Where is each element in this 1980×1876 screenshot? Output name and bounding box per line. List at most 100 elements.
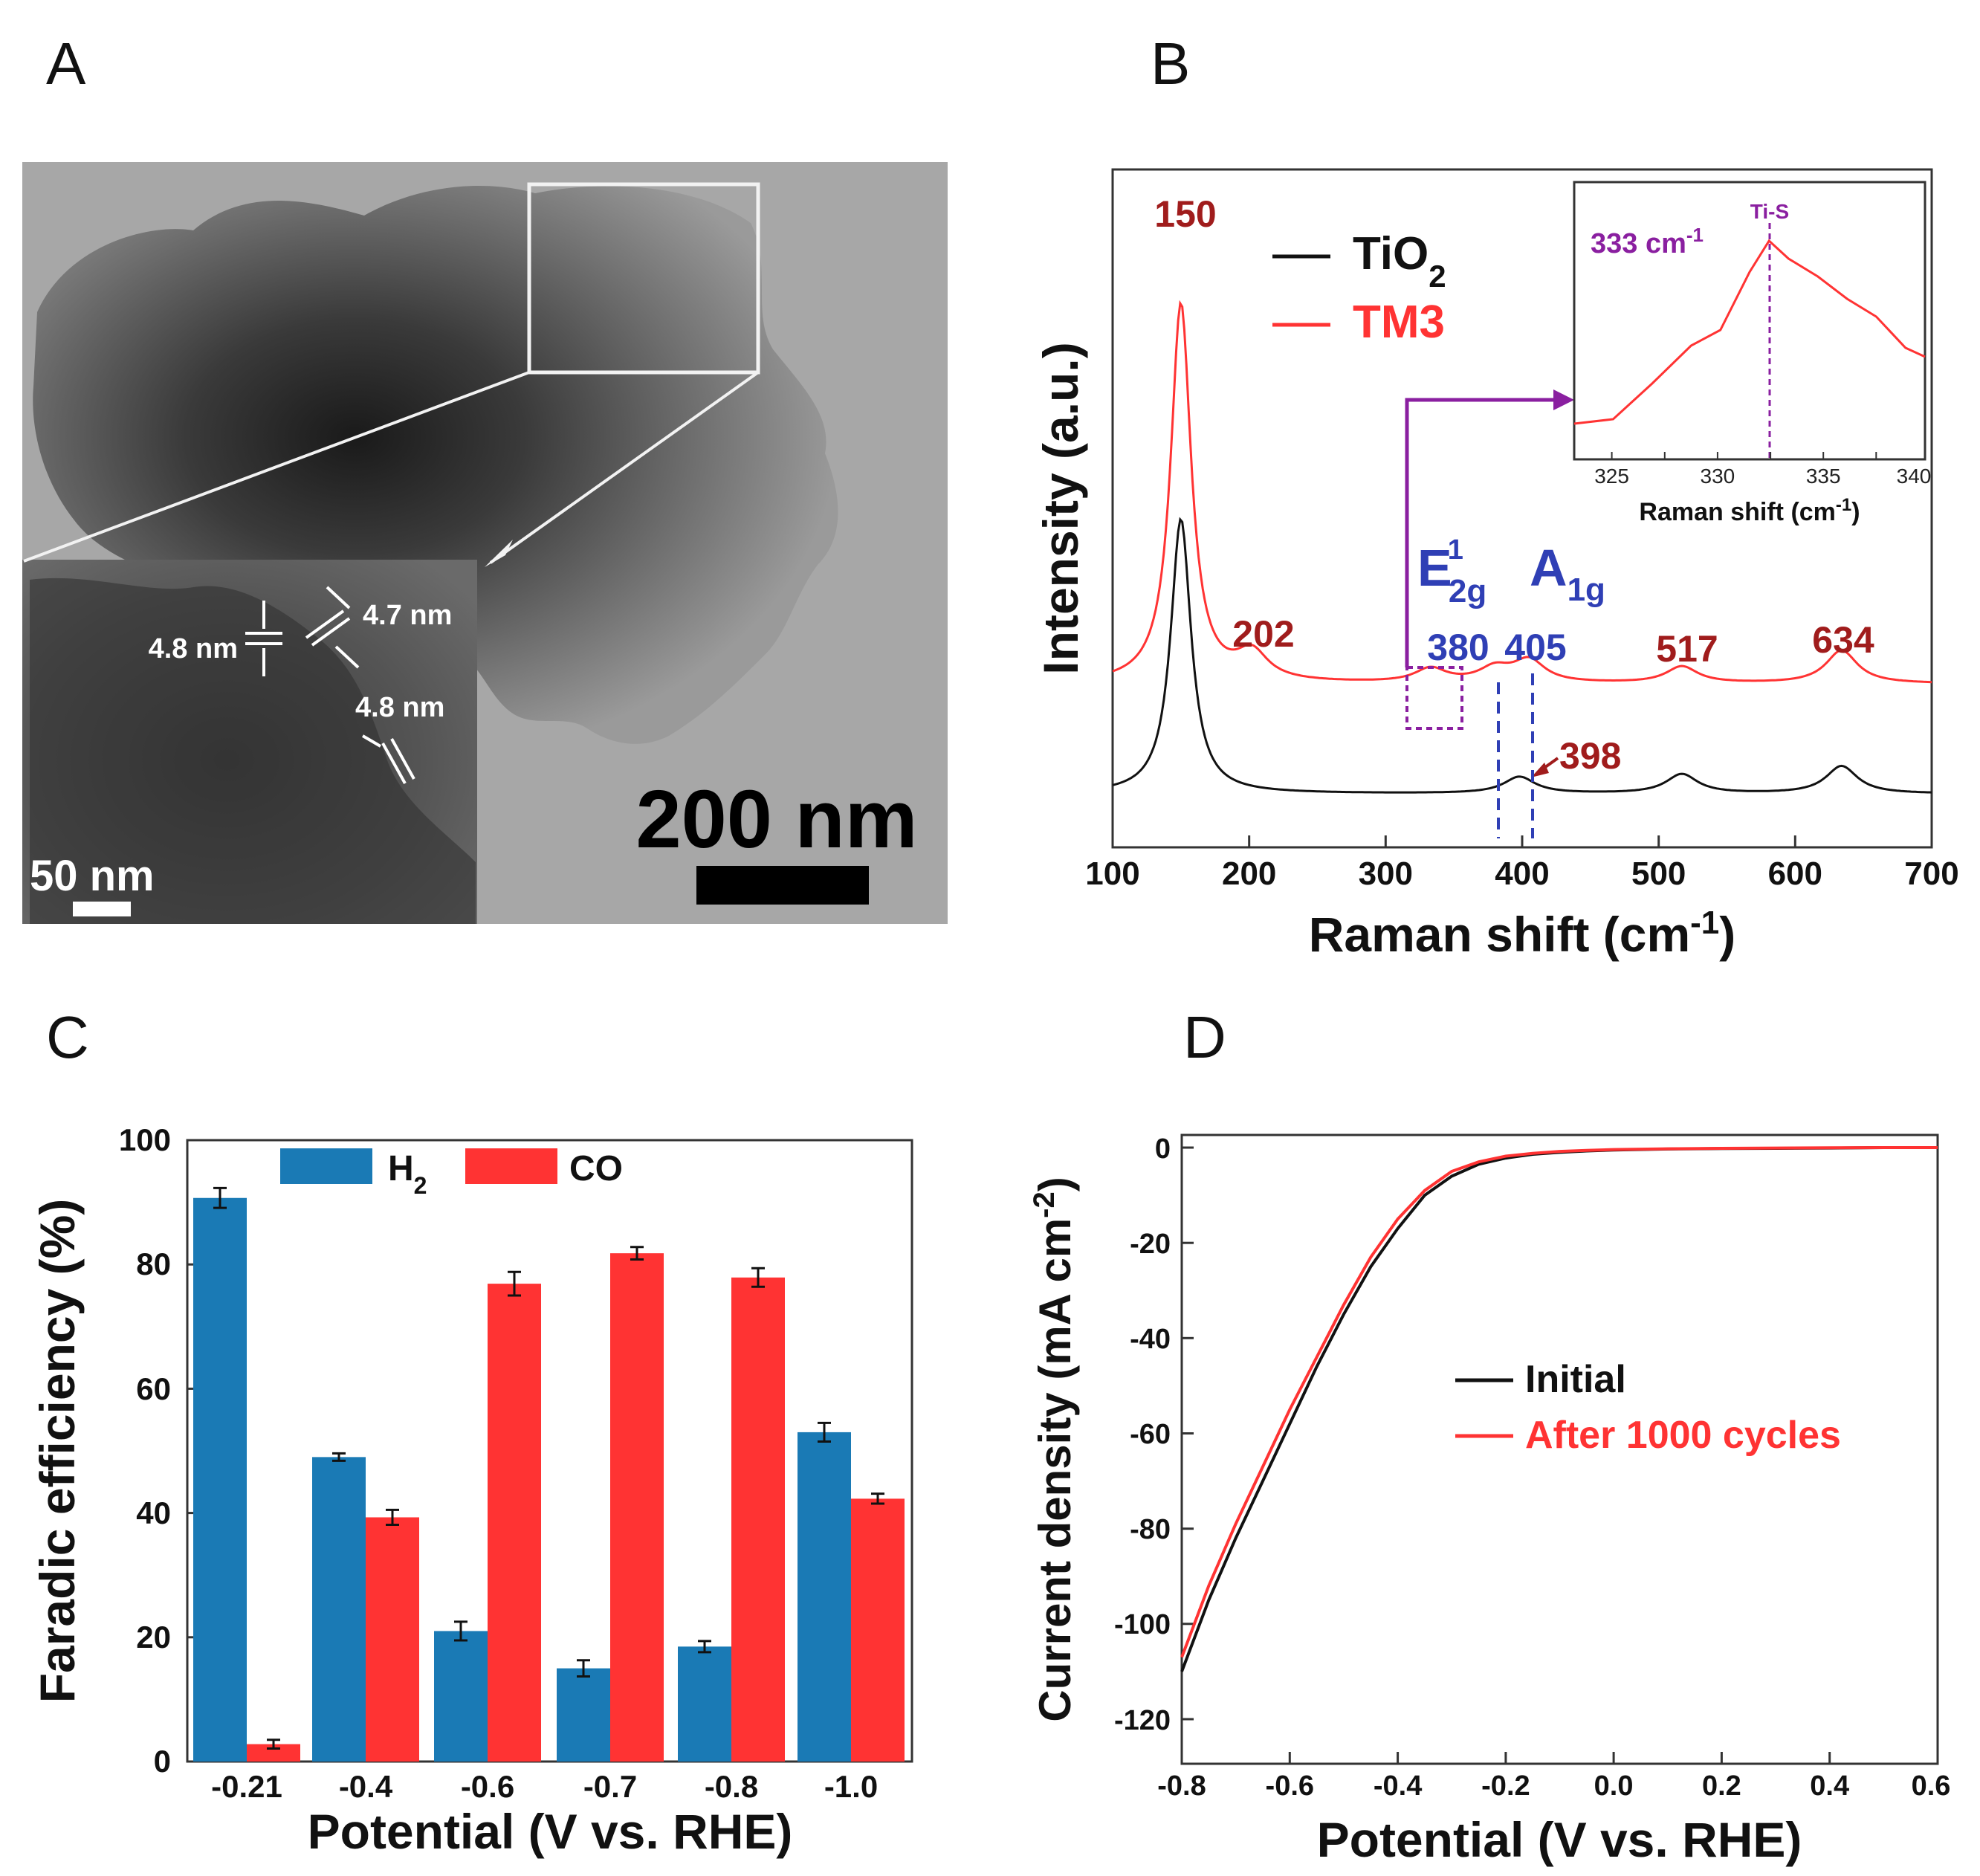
raman-x-tick-label: 500: [1631, 855, 1686, 892]
h2-error-bar: [332, 1452, 346, 1462]
h2-bar: [678, 1646, 731, 1762]
inset-x-axis-label: Raman shift (cm-1): [1639, 495, 1860, 527]
thickness-marker-2: [305, 586, 360, 669]
inset-peak-label: Ti-S: [1750, 200, 1789, 223]
peak-label-398: 398: [1559, 735, 1621, 777]
inset-frame: [1573, 181, 1926, 461]
raman-x-tick-label: 400: [1495, 855, 1549, 892]
co-bar: [247, 1744, 300, 1762]
tem-inset-particle-edge: [30, 578, 476, 924]
panel-b-letter: B: [1151, 30, 1191, 97]
scale-bar-inset: [73, 902, 131, 916]
cd-y-axis-label: Current density (mA cm-2): [1028, 1177, 1080, 1721]
h2-error-bar: [213, 1186, 227, 1209]
inset-annotation: 333 cm-1: [1591, 224, 1704, 259]
cd-x-tick-label: 0.4: [1810, 1770, 1849, 1802]
panel-c-letter: C: [46, 1004, 89, 1070]
inset-x-tick-label: 335: [1806, 465, 1841, 488]
cd-x-tick-label: -0.8: [1157, 1770, 1206, 1802]
h2-bar: [557, 1668, 610, 1762]
raman-legend: TiO2 TM3: [1272, 228, 1446, 348]
tem-micrograph: 4.8 nm 4.7 nm 4.8 nm 200 nm 50 nm: [22, 162, 948, 924]
mode-label-a1g: A1g: [1530, 539, 1605, 608]
peak-label-634: 634: [1812, 619, 1874, 661]
peak-label-380: 380: [1427, 627, 1489, 668]
h2-bar: [312, 1457, 366, 1762]
h2-error-bar: [454, 1620, 468, 1642]
legend-initial-label: Initial: [1525, 1358, 1626, 1401]
inset-x-tick-label: 325: [1594, 465, 1629, 488]
cd-legend: Initial After 1000 cycles: [1455, 1358, 1841, 1457]
h2-bar: [798, 1432, 851, 1762]
cd-after-line: [1180, 1146, 1938, 1658]
fe-plot-frame: [186, 1139, 913, 1763]
cd-x-tick-label: -0.2: [1481, 1770, 1530, 1802]
faradic-chart: 0 20 40 60 80 100 -0.21 -0.4 -0.6 -0.7 -…: [30, 1122, 913, 1859]
cd-y-tick-label: -100: [1114, 1609, 1171, 1640]
cd-x-tick-label: -0.6: [1266, 1770, 1314, 1802]
fe-legend: H2 CO: [280, 1148, 623, 1199]
inset-x-tick-label: 330: [1701, 465, 1735, 488]
scale-bar-main: [696, 866, 869, 905]
tem-zoom-box: [527, 182, 760, 375]
legend-after-label: After 1000 cycles: [1525, 1414, 1841, 1457]
inset-pointer-arrow: [1405, 398, 1559, 667]
cd-y-tick-label: 0: [1155, 1133, 1171, 1165]
inset-x-ticks: [1611, 452, 1877, 459]
raman-y-axis-label: Intensity (a.u.): [1033, 342, 1088, 674]
fe-y-tick-label: 0: [154, 1744, 171, 1779]
fe-x-tick-label: -0.8: [705, 1769, 758, 1804]
raman-x-tick-label: 200: [1222, 855, 1276, 892]
co-error-bar: [630, 1246, 644, 1261]
peak-label-150: 150: [1154, 193, 1216, 235]
fe-x-tick-label: -0.21: [211, 1769, 282, 1804]
co-error-bar: [871, 1492, 884, 1505]
cd-x-tick-label: 0.2: [1702, 1770, 1741, 1802]
inset-pointer-arrowhead: [1553, 389, 1574, 410]
thickness-label-3: 4.8 nm: [355, 692, 444, 723]
co-error-bar: [751, 1267, 765, 1288]
co-bar: [851, 1498, 905, 1762]
fe-y-tick-label: 100: [119, 1122, 171, 1157]
fe-x-tick-label: -0.4: [339, 1769, 393, 1804]
legend-h2-label: H2: [388, 1149, 427, 1199]
raman-x-tick-label: 700: [1904, 855, 1958, 892]
peak-label-202: 202: [1232, 613, 1294, 655]
cd-initial-line: [1180, 1146, 1938, 1672]
co-error-bar: [267, 1738, 280, 1750]
raman-tio2-line: [1112, 517, 1932, 794]
h2-error-bar: [698, 1640, 711, 1654]
fe-x-axis-label: Potential (V vs. RHE): [308, 1804, 793, 1859]
cd-x-tick-label: -0.4: [1374, 1770, 1422, 1802]
thickness-marker-3: [361, 734, 415, 784]
legend-tio2-label: TiO2: [1353, 228, 1446, 294]
raman-x-tick-label: 300: [1359, 855, 1413, 892]
current-density-chart: -0.8 -0.6 -0.4 -0.2 0.0 0.2 0.4 0.6 0 -2…: [1028, 1133, 1950, 1867]
tem-zoom-arrowhead: [485, 540, 513, 567]
raman-chart: 100 200 300 400 500 600 700 Raman shift …: [1033, 168, 1959, 963]
inset-x-tick-label: 340: [1897, 465, 1932, 488]
cd-y-tick-label: -20: [1130, 1229, 1171, 1260]
cd-y-tick-label: -60: [1130, 1419, 1171, 1450]
scale-label-inset: 50 nm: [30, 852, 155, 900]
co-bar: [488, 1284, 541, 1762]
tem-zoom-line-left: [23, 371, 530, 563]
co-bar: [610, 1253, 664, 1762]
raman-inset: Ti-S 333 cm-1 325 330 335 340 Raman shif…: [1573, 181, 1932, 527]
cd-y-tick-label: -80: [1130, 1514, 1171, 1545]
tem-particle: [33, 186, 838, 744]
cd-x-tick-label: 0.0: [1594, 1770, 1634, 1802]
legend-tm3-label: TM3: [1353, 297, 1445, 348]
co-error-bar: [508, 1270, 521, 1297]
h2-bar: [434, 1631, 488, 1762]
legend-co-swatch: [465, 1148, 557, 1184]
legend-co-label: CO: [569, 1149, 623, 1188]
fe-y-axis-label: Faradic efficiency (%): [30, 1199, 85, 1704]
fe-x-tick-label: -0.7: [583, 1769, 637, 1804]
fe-x-tick-label: -0.6: [461, 1769, 514, 1804]
peak-label-405: 405: [1504, 627, 1566, 668]
thickness-marker-1: [245, 601, 282, 676]
mode-label-e2g: E1 2g: [1417, 534, 1486, 609]
fe-y-tick-label: 20: [136, 1620, 171, 1655]
raman-x-axis-label: Raman shift (cm-1): [1309, 905, 1736, 963]
